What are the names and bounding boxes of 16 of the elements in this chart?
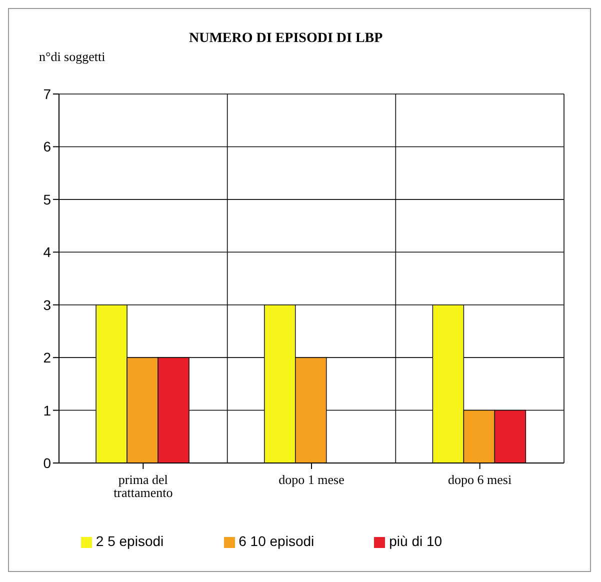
- legend-label: 2 5 episodi: [96, 533, 164, 549]
- y-tick-label: 7: [43, 86, 52, 102]
- y-tick-label: 6: [43, 138, 52, 155]
- legend-label: 6 10 episodi: [238, 533, 314, 549]
- x-tick-label: dopo 6 mesi: [448, 472, 512, 488]
- y-tick-label: 4: [43, 244, 52, 260]
- x-tick-label: dopo 1 mese: [278, 472, 345, 488]
- y-tick-label: 0: [43, 454, 52, 471]
- y-tick-label: 3: [43, 296, 52, 313]
- y-tick-label: 5: [43, 191, 52, 208]
- x-tick-label: prima del trattamento: [114, 472, 173, 500]
- y-tick-label: 1: [43, 402, 52, 418]
- chart-title: NUMERO DI EPISODI DI LBP: [189, 31, 383, 47]
- y-axis-title: n°di soggetti: [39, 49, 106, 65]
- y-tick-label: 2: [43, 350, 52, 366]
- legend-label: più di 10: [389, 533, 442, 549]
